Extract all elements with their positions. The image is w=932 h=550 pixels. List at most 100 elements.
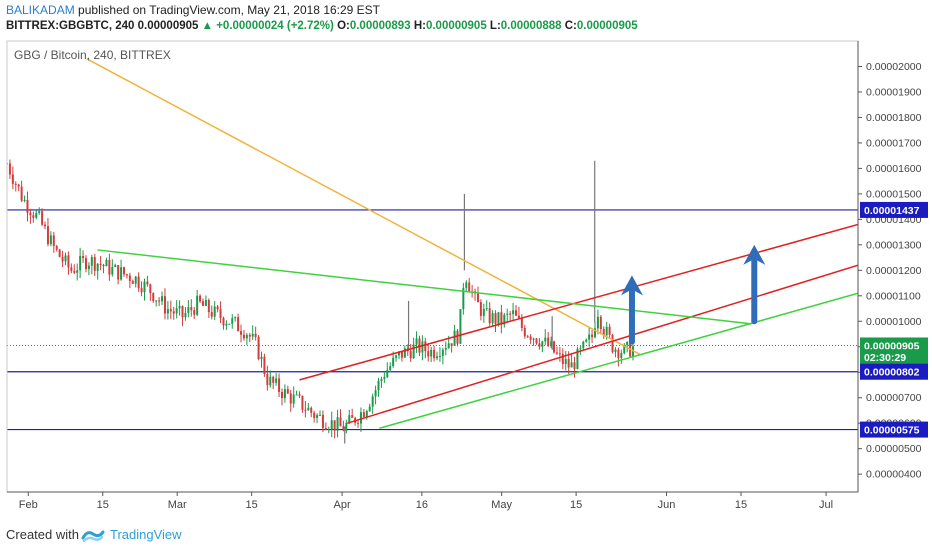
candle-body-6 bbox=[23, 199, 26, 201]
candle-body-4 bbox=[17, 184, 20, 187]
candle-body-73 bbox=[219, 309, 222, 319]
candle-body-45 bbox=[137, 276, 140, 289]
y-tick-label-0: 0.00000400 bbox=[866, 469, 922, 481]
chart-header: BALIKADAM published on TradingView.com, … bbox=[0, 0, 932, 40]
candle-body-140 bbox=[415, 338, 418, 345]
ohlc-line: BITTREX:GBGBTC, 240 0.00000905 ▲ +0.0000… bbox=[6, 20, 638, 32]
candle-body-19 bbox=[61, 256, 64, 262]
candle-body-154 bbox=[456, 330, 459, 344]
candle-body-67 bbox=[201, 301, 204, 306]
candle-body-177 bbox=[523, 327, 526, 337]
candle-body-181 bbox=[535, 338, 538, 344]
price-marker-label-2: 02:30:29 bbox=[864, 352, 906, 364]
price-marker-label-0: 0.00001437 bbox=[864, 205, 920, 217]
candle-body-79 bbox=[237, 317, 240, 332]
chart-title: GBG / Bitcoin, 240, BITTREX bbox=[14, 48, 171, 62]
y-tick-label-7: 0.00001100 bbox=[866, 290, 921, 302]
high-label: H: bbox=[413, 20, 426, 32]
candle-body-194 bbox=[573, 362, 576, 370]
trendline-orange-0 bbox=[86, 58, 641, 356]
candle-body-125 bbox=[371, 396, 374, 407]
candle-body-178 bbox=[526, 336, 529, 338]
candle-body-63 bbox=[190, 307, 193, 311]
candle-body-193 bbox=[570, 362, 573, 368]
candle-body-54 bbox=[163, 296, 166, 314]
candle-body-201 bbox=[593, 328, 596, 338]
y-tick-label-6: 0.00001000 bbox=[866, 316, 922, 328]
x-tick-label-9: 15 bbox=[735, 499, 747, 511]
candle-body-109 bbox=[324, 428, 327, 430]
candle-body-1 bbox=[8, 163, 11, 175]
candle-body-23 bbox=[73, 270, 76, 273]
trendline-green-4 bbox=[97, 249, 752, 325]
y-tick-label-3: 0.00000700 bbox=[866, 392, 922, 404]
candle-body-153 bbox=[453, 330, 456, 346]
plot-frame bbox=[6, 40, 859, 493]
price-marker-label-4: 0.00000575 bbox=[864, 425, 920, 437]
candle-body-71 bbox=[213, 306, 216, 317]
up-arrow-icon-0 bbox=[620, 275, 643, 296]
open-label: O: bbox=[337, 20, 350, 32]
candle-body-59 bbox=[178, 306, 181, 309]
y-tick-label-1: 0.00000500 bbox=[866, 443, 922, 455]
candle-body-118 bbox=[351, 415, 354, 418]
candle-body-175 bbox=[517, 315, 520, 319]
candle-body-113 bbox=[336, 417, 339, 431]
x-tick-label-10: Jul bbox=[819, 499, 833, 511]
up-arrow-icon-1 bbox=[743, 244, 766, 265]
low-value: 0.00000888 bbox=[500, 20, 562, 32]
y-tick-label-13: 0.00001700 bbox=[866, 137, 922, 149]
price-marker-bg-0 bbox=[860, 201, 928, 218]
author-link[interactable]: BALIKADAM bbox=[6, 3, 75, 17]
candle-body-186 bbox=[550, 341, 553, 346]
candle-body-115 bbox=[342, 426, 345, 431]
candle-body-46 bbox=[140, 288, 143, 293]
candle-body-183 bbox=[541, 341, 544, 347]
candle-body-168 bbox=[497, 312, 500, 324]
candle-body-26 bbox=[82, 256, 85, 259]
candle-body-171 bbox=[506, 313, 509, 315]
tradingview-brand-link[interactable]: TradingView bbox=[110, 527, 182, 542]
candle-body-127 bbox=[377, 380, 380, 391]
price-marker-bg-3 bbox=[860, 363, 928, 380]
price-marker-bg-2 bbox=[860, 349, 928, 366]
candle-body-134 bbox=[397, 351, 400, 356]
candle-body-78 bbox=[234, 317, 237, 319]
candle-body-97 bbox=[289, 393, 292, 404]
price-chart[interactable]: GBG / Bitcoin, 240, BITTREX 0.00000400 0.0… bbox=[0, 0, 932, 520]
candle-body-13 bbox=[44, 224, 47, 227]
candle-body-202 bbox=[596, 316, 599, 329]
candle-body-156 bbox=[462, 287, 465, 310]
candle-body-129 bbox=[383, 377, 386, 379]
candle-body-128 bbox=[380, 378, 383, 381]
candle-body-91 bbox=[272, 376, 275, 383]
candle-body-187 bbox=[553, 341, 556, 353]
candle-body-43 bbox=[131, 281, 134, 284]
candle-body-5 bbox=[20, 186, 23, 201]
candle-body-58 bbox=[175, 308, 178, 314]
y-tick-label-14: 0.00001800 bbox=[866, 112, 922, 124]
candle-body-203 bbox=[599, 316, 602, 330]
low-label: L: bbox=[489, 20, 501, 32]
candle-body-138 bbox=[409, 351, 412, 359]
candle-body-16 bbox=[52, 235, 55, 247]
candle-body-35 bbox=[108, 259, 111, 275]
candle-body-32 bbox=[99, 263, 102, 265]
candle-body-112 bbox=[333, 420, 336, 431]
candle-body-196 bbox=[579, 348, 582, 350]
created-with-label: Created with bbox=[6, 527, 79, 542]
candle-body-42 bbox=[128, 275, 131, 282]
candle-body-120 bbox=[357, 422, 360, 424]
candle-body-87 bbox=[260, 356, 263, 360]
candle-body-210 bbox=[620, 353, 623, 359]
candle-body-182 bbox=[538, 343, 541, 347]
candle-body-180 bbox=[532, 338, 535, 340]
candle-body-29 bbox=[90, 257, 93, 266]
candle-body-94 bbox=[280, 391, 283, 399]
candle-body-207 bbox=[611, 334, 614, 352]
candle-body-3 bbox=[14, 183, 17, 185]
trendline-red-2 bbox=[347, 264, 858, 424]
candle-body-161 bbox=[476, 292, 479, 303]
candle-body-85 bbox=[254, 333, 257, 337]
candle-body-17 bbox=[55, 246, 58, 250]
